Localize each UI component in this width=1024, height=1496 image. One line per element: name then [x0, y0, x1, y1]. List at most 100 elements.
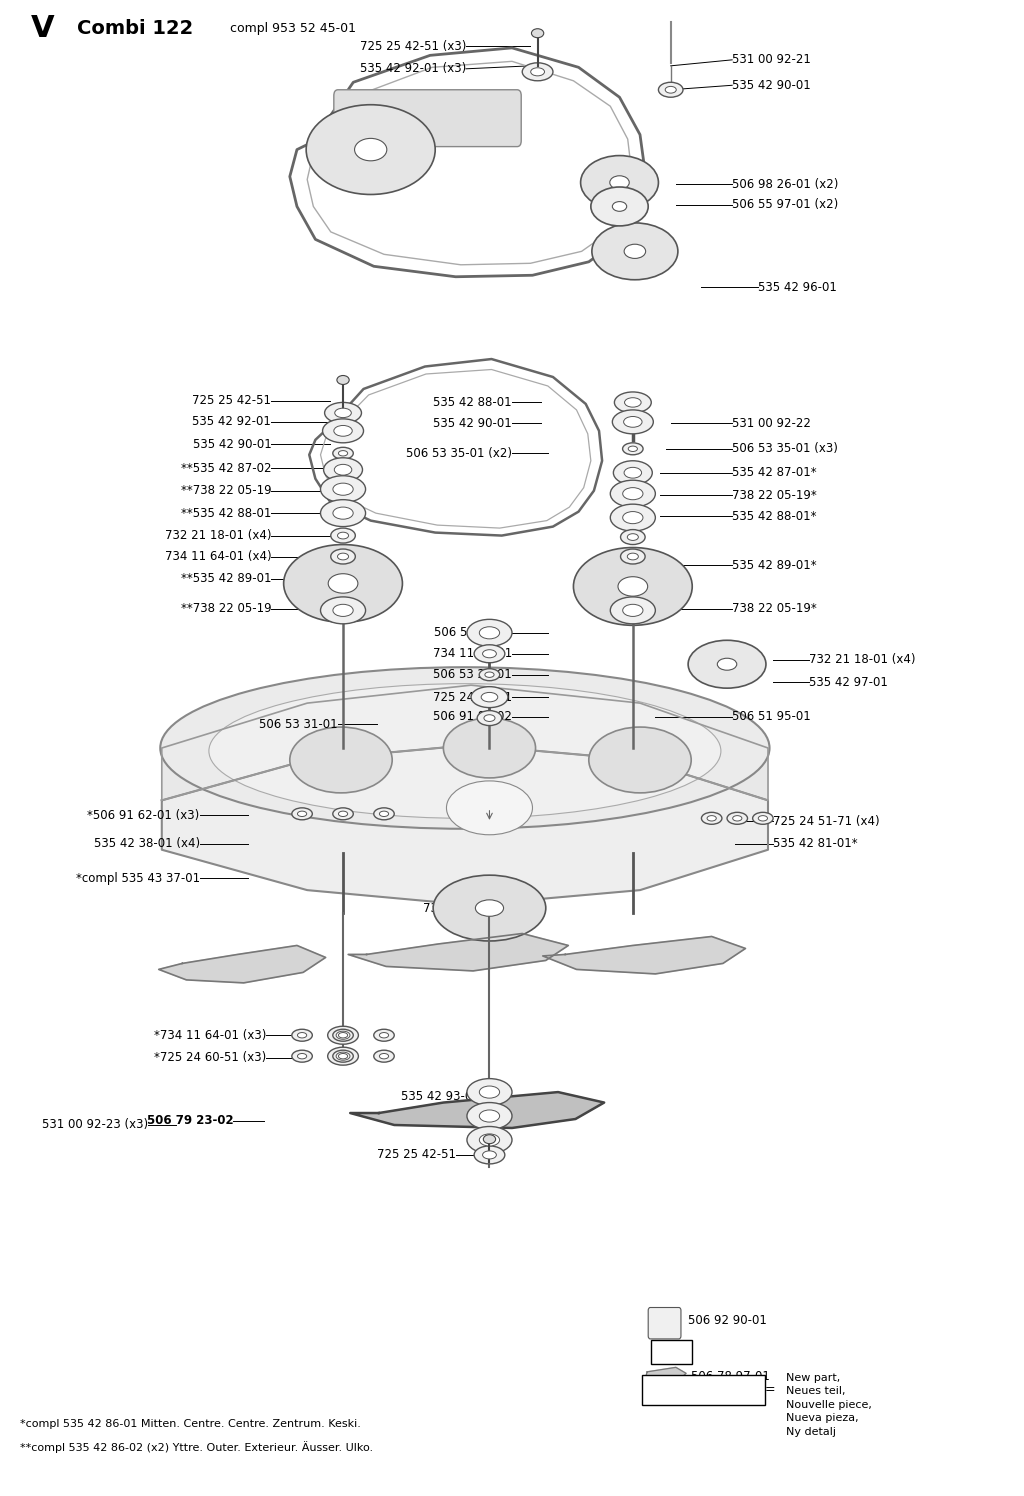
Ellipse shape — [328, 574, 358, 594]
Ellipse shape — [701, 812, 722, 824]
Text: compl 953 52 45-01: compl 953 52 45-01 — [230, 22, 356, 34]
Ellipse shape — [467, 1126, 512, 1153]
Text: 725 24 51-71: 725 24 51-71 — [433, 691, 512, 703]
Ellipse shape — [479, 1086, 500, 1098]
Text: 535 42 38-01 (x4): 535 42 38-01 (x4) — [93, 838, 200, 850]
Ellipse shape — [292, 1050, 312, 1062]
Ellipse shape — [613, 461, 652, 485]
Ellipse shape — [323, 419, 364, 443]
Text: 535 42 89-01*: 535 42 89-01* — [732, 560, 817, 571]
Text: Nouvelle piece,: Nouvelle piece, — [786, 1400, 872, 1409]
Ellipse shape — [481, 693, 498, 702]
Text: 506 53 35-01 (x2): 506 53 35-01 (x2) — [406, 447, 512, 459]
Ellipse shape — [624, 416, 642, 428]
Text: *506 91 62-01 (x3): *506 91 62-01 (x3) — [87, 809, 200, 821]
Ellipse shape — [325, 402, 361, 423]
Ellipse shape — [522, 63, 553, 81]
Text: *734 11 64-01 (x3): *734 11 64-01 (x3) — [154, 1029, 266, 1041]
Ellipse shape — [374, 808, 394, 820]
Ellipse shape — [610, 504, 655, 531]
Text: 535 42 90-01: 535 42 90-01 — [433, 417, 512, 429]
Text: **535 42 88-01: **535 42 88-01 — [181, 507, 271, 519]
Ellipse shape — [485, 672, 494, 678]
Ellipse shape — [727, 812, 748, 824]
Text: 506 55 97-01 (x2): 506 55 97-01 (x2) — [732, 199, 839, 211]
Text: 732 21 18-01 (x4): 732 21 18-01 (x4) — [809, 654, 915, 666]
Ellipse shape — [589, 727, 691, 793]
Ellipse shape — [621, 549, 645, 564]
Ellipse shape — [479, 669, 500, 681]
Ellipse shape — [333, 1050, 353, 1062]
Ellipse shape — [753, 812, 773, 824]
Ellipse shape — [623, 604, 643, 616]
Ellipse shape — [292, 1029, 312, 1041]
Ellipse shape — [333, 1029, 353, 1041]
Ellipse shape — [331, 549, 355, 564]
Text: Nueva pieza,: Nueva pieza, — [786, 1414, 859, 1423]
Text: 535 42 83-01*: 535 42 83-01* — [640, 948, 725, 960]
Ellipse shape — [338, 554, 348, 560]
Ellipse shape — [333, 604, 353, 616]
Polygon shape — [350, 1092, 604, 1128]
Ellipse shape — [331, 528, 355, 543]
Text: 738 22 05-19*: 738 22 05-19* — [732, 489, 817, 501]
Ellipse shape — [531, 28, 544, 37]
Ellipse shape — [592, 223, 678, 280]
Ellipse shape — [479, 1134, 500, 1146]
Ellipse shape — [333, 447, 353, 459]
Ellipse shape — [471, 687, 508, 708]
Text: 506 51 95-01: 506 51 95-01 — [732, 711, 811, 723]
Ellipse shape — [379, 811, 389, 817]
Text: 734 11 64-41: 734 11 64-41 — [433, 648, 512, 660]
Ellipse shape — [467, 1103, 512, 1129]
Text: 535 42 90-01: 535 42 90-01 — [193, 438, 271, 450]
Ellipse shape — [328, 1047, 358, 1065]
Ellipse shape — [612, 202, 627, 211]
Text: New part,: New part, — [786, 1373, 841, 1382]
Ellipse shape — [290, 727, 392, 793]
Ellipse shape — [321, 500, 366, 527]
Ellipse shape — [474, 645, 505, 663]
Text: 506 79 23-02: 506 79 23-02 — [146, 1115, 233, 1126]
Ellipse shape — [209, 684, 721, 818]
FancyBboxPatch shape — [651, 1340, 692, 1364]
Ellipse shape — [758, 815, 768, 821]
Text: 531 00 92-21: 531 00 92-21 — [732, 54, 811, 66]
Text: **738 22 05-19: **738 22 05-19 — [180, 485, 271, 497]
Text: 531 00 92-22: 531 00 92-22 — [732, 417, 811, 429]
Ellipse shape — [581, 156, 658, 209]
Ellipse shape — [484, 715, 495, 721]
Text: ⬛: ⬛ — [663, 1319, 667, 1327]
Ellipse shape — [612, 410, 653, 434]
Text: 506 53 27-01: 506 53 27-01 — [433, 669, 512, 681]
Ellipse shape — [374, 1029, 394, 1041]
Ellipse shape — [338, 811, 348, 817]
Ellipse shape — [623, 488, 643, 500]
Ellipse shape — [354, 139, 387, 162]
Ellipse shape — [161, 667, 770, 829]
Polygon shape — [162, 685, 768, 800]
Ellipse shape — [625, 398, 641, 407]
Text: Neues teil,: Neues teil, — [786, 1387, 846, 1396]
Ellipse shape — [324, 458, 362, 482]
Ellipse shape — [624, 467, 642, 479]
Ellipse shape — [334, 464, 352, 476]
Text: 725 25 42-51: 725 25 42-51 — [377, 1149, 456, 1161]
Ellipse shape — [297, 1032, 307, 1038]
Text: 535 42 93-01 (x3): 535 42 93-01 (x3) — [400, 1091, 507, 1103]
Ellipse shape — [482, 649, 497, 658]
Text: *compl 535 42 86-01 Mitten. Centre. Centre. Zentrum. Keski.: *compl 535 42 86-01 Mitten. Centre. Cent… — [20, 1420, 361, 1429]
Ellipse shape — [338, 1053, 348, 1059]
Text: 506 98 26-01 (x2): 506 98 26-01 (x2) — [732, 178, 839, 190]
Text: CE: CE — [664, 1348, 680, 1357]
Ellipse shape — [328, 1026, 358, 1044]
Ellipse shape — [479, 1110, 500, 1122]
Ellipse shape — [475, 901, 504, 916]
Text: *725 24 60-51 (x3): *725 24 60-51 (x3) — [154, 1052, 266, 1064]
Text: 535 42 97-01: 535 42 97-01 — [809, 676, 888, 688]
Polygon shape — [543, 936, 745, 974]
Ellipse shape — [467, 1079, 512, 1106]
Ellipse shape — [717, 658, 736, 670]
Ellipse shape — [334, 425, 352, 437]
Ellipse shape — [625, 244, 645, 259]
